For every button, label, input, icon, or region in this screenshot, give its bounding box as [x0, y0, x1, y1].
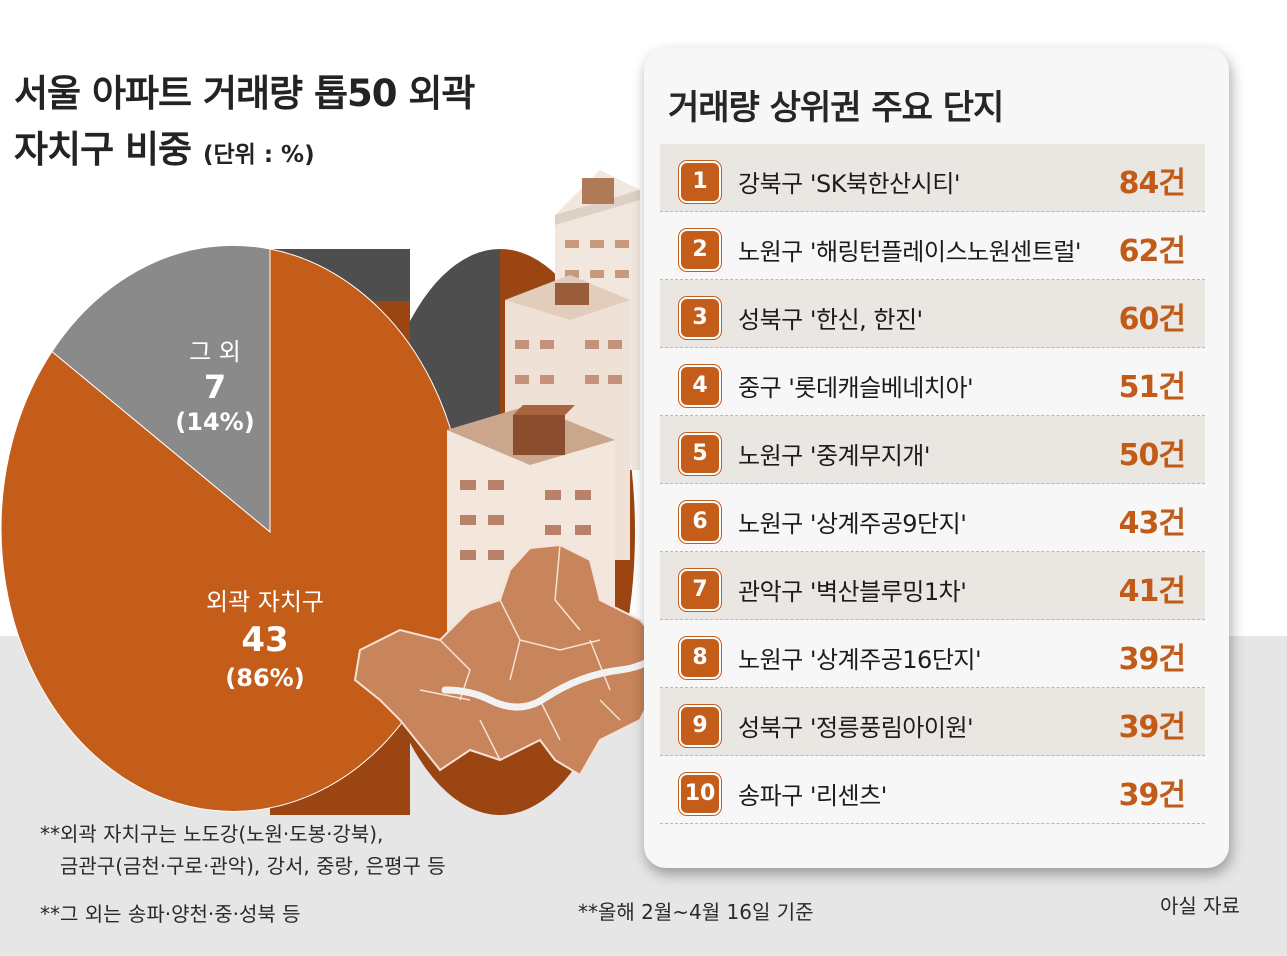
transaction-count: 39건	[1118, 778, 1186, 813]
slice-name-other: 그 외	[189, 338, 241, 366]
slice-label-other: 그 외 7 (14%)	[150, 335, 280, 439]
date-basis-note: **올해 2월~4월 16일 기준	[578, 900, 814, 924]
footnote-outer: **외곽 자치구는 노도강(노원·도봉·강북),	[40, 822, 384, 846]
footnote-outer-cont: 금관구(금천·구로·관악), 강서, 중랑, 은평구 등	[60, 854, 446, 878]
transaction-count: 39건	[1118, 710, 1186, 745]
rank-row: 6 노원구 '상계주공9단지' 43건	[660, 484, 1205, 552]
rank-badge: 1	[679, 161, 721, 203]
pie-slice-other	[51, 244, 271, 534]
slice-percent-other: (14%)	[175, 408, 255, 436]
slice-value-other: 7	[203, 368, 227, 406]
chart-title: 서울 아파트 거래량 톱50 외곽 자치구 비중 (단위 : %)	[14, 66, 475, 183]
complex-name: 성북구 '정릉풍림아이원'	[738, 714, 974, 742]
slice-name-outer: 외곽 자치구	[205, 588, 325, 616]
pie-slice-outer	[0, 248, 466, 812]
transaction-count: 62건	[1118, 234, 1186, 269]
rank-row: 5 노원구 '중계무지개' 50건	[660, 416, 1205, 484]
rank-row: 2 노원구 '해링턴플레이스노원센트럴' 62건	[660, 212, 1205, 280]
rank-row: 7 관악구 '벽산블루밍1차' 41건	[660, 552, 1205, 620]
rank-badge: 8	[679, 637, 721, 679]
rank-row: 10 송파구 '리센츠' 39건	[660, 756, 1205, 824]
rank-row: 3 성북구 '한신, 한진' 60건	[660, 280, 1205, 348]
transaction-count: 43건	[1118, 506, 1186, 541]
rank-row: 4 중구 '롯데캐슬베네치아' 51건	[660, 348, 1205, 416]
complex-name: 노원구 '상계주공9단지'	[738, 510, 967, 538]
slice-label-outer: 외곽 자치구 43 (86%)	[170, 585, 360, 695]
seoul-map	[353, 543, 667, 777]
slice-percent-outer: (86%)	[225, 664, 305, 692]
transaction-count: 60건	[1118, 302, 1186, 337]
complex-name: 노원구 '해링턴플레이스노원센트럴'	[738, 238, 1082, 266]
transaction-count: 50건	[1118, 438, 1186, 473]
panel-title: 거래량 상위권 주요 단지	[668, 88, 1004, 128]
rank-row: 8 노원구 '상계주공16단지' 39건	[660, 620, 1205, 688]
complex-name: 중구 '롯데캐슬베네치아'	[738, 374, 974, 402]
rank-badge: 3	[679, 297, 721, 339]
rank-badge: 2	[679, 229, 721, 271]
title-line2: 자치구 비중	[14, 128, 192, 171]
transaction-count: 51건	[1118, 370, 1186, 405]
transaction-count: 39건	[1118, 642, 1186, 677]
rank-row: 9 성북구 '정릉풍림아이원' 39건	[660, 688, 1205, 756]
rank-badge: 6	[679, 501, 721, 543]
rank-badge: 7	[679, 569, 721, 611]
source-credit: 아실 자료	[1160, 894, 1240, 918]
complex-name: 송파구 '리센츠'	[738, 782, 887, 810]
transaction-count: 84건	[1118, 166, 1186, 201]
rank-badge: 4	[679, 365, 721, 407]
complex-name: 노원구 '상계주공16단지'	[738, 646, 982, 674]
complex-name: 성북구 '한신, 한진'	[738, 306, 923, 334]
rank-badge: 10	[679, 773, 721, 815]
complex-name: 노원구 '중계무지개'	[738, 442, 930, 470]
ranking-list: 1 강북구 'SK북한산시티' 84건 2 노원구 '해링턴플레이스노원센트럴' 62건 3…	[660, 144, 1205, 824]
complex-name: 관악구 '벽산블루밍1차'	[738, 578, 967, 606]
rank-row: 1 강북구 'SK북한산시티' 84건	[660, 144, 1205, 212]
rank-badge: 9	[679, 705, 721, 747]
unit-label: (단위 : %)	[202, 142, 315, 168]
complex-name: 강북구 'SK북한산시티'	[738, 170, 960, 198]
slice-value-outer: 43	[241, 620, 289, 660]
title-line1: 서울 아파트 거래량 톱50 외곽	[14, 72, 475, 115]
footnote-other: **그 외는 송파·양천·중·성북 등	[40, 902, 301, 926]
transaction-count: 41건	[1118, 574, 1186, 609]
ranking-panel: 거래량 상위권 주요 단지 1 강북구 'SK북한산시티' 84건 2 노원구 '해링턴…	[644, 48, 1229, 868]
rank-badge: 5	[679, 433, 721, 475]
